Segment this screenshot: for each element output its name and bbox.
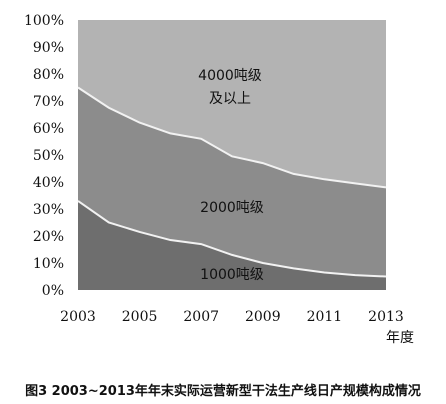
x-tick-label: 2003 [60,309,96,325]
y-tick-label: 30% [33,202,64,218]
y-tick-label: 70% [33,94,64,110]
x-tick-label: 2013 [368,309,404,325]
region-label-1000: 1000吨级 [200,267,264,283]
boundary-line-0 [77,200,387,278]
figure-caption: 图3 2003~2013年年末实际运营新型干法生产线日产规模构成情况 [25,384,421,399]
area-layers [78,20,386,290]
x-tick-label: 2007 [183,309,219,325]
x-axis-title: 年度 [386,330,414,346]
x-tick-label: 2005 [122,309,158,325]
area-series-2 [78,20,386,188]
y-axis-ticks: 0% 10% 20% 30% 40% 50% 60% 70% 80% 90% 100% [24,13,64,299]
series-boundaries [77,86,387,278]
area-series-0 [78,200,386,290]
y-tick-label: 0% [42,283,64,299]
y-tick-label: 40% [33,175,64,191]
area-series-1 [78,87,386,277]
y-tick-label: 50% [33,148,64,164]
y-tick-label: 10% [33,256,64,272]
y-tick-label: 80% [33,67,64,83]
region-label-4000-line1: 4000吨级 [198,68,262,84]
x-tick-label: 2011 [307,309,343,325]
y-tick-label: 60% [33,121,64,137]
y-tick-label: 100% [24,13,64,29]
y-tick-label: 90% [33,40,64,56]
boundary-line-1 [77,86,387,189]
region-label-2000: 2000吨级 [200,200,264,216]
x-tick-label: 2009 [245,309,281,325]
region-label-4000-line2: 及以上 [209,91,251,107]
y-tick-label: 20% [33,229,64,245]
x-axis-ticks: 2003 2005 2007 2009 2011 2013 [60,309,404,325]
